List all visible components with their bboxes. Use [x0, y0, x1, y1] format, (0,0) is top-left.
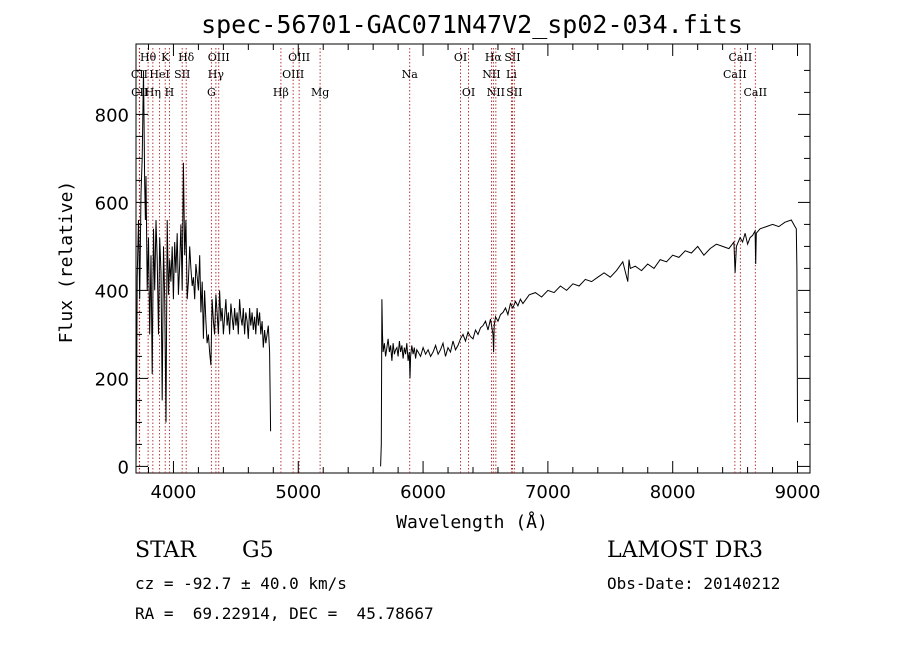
x-tick-label: 4000 [151, 482, 197, 503]
spectral-line-label: Hθ [140, 51, 157, 64]
spectral-line-label: OIII [288, 51, 310, 64]
spectral-line-label: HeI [149, 68, 169, 81]
y-tick-label: 0 [118, 457, 129, 478]
spectral-line-label: Hβ [273, 86, 289, 99]
spectral-line-label: NII [487, 86, 505, 99]
flux-series-line [135, 70, 798, 467]
spectral-line-label: Hγ [208, 68, 225, 81]
spectral-line-label: OIII [282, 68, 304, 81]
spectral-line-label: CaII [743, 86, 767, 99]
spectral-line-label: OI [454, 51, 467, 64]
x-tick-label: 5000 [275, 482, 321, 503]
redshift-velocity: cz = -92.7 ± 40.0 km/s [135, 574, 347, 593]
spectral-line-label: CaII [729, 51, 753, 64]
y-axis-label: Flux (relative) [56, 181, 77, 344]
spectral-line-label: Na [402, 68, 419, 81]
observation-date: Obs-Date: 20140212 [607, 574, 781, 593]
spectral-line-label: G [207, 86, 216, 99]
spectral-line-label: OIII [208, 51, 230, 64]
spectral-line-label: SII [504, 51, 520, 64]
chart-title: spec-56701-GAC071N47V2_sp02-034.fits [201, 10, 743, 39]
spectral-line-label: Hα [485, 51, 503, 64]
spectral-line-label: K [161, 51, 170, 64]
x-tick-label: 8000 [650, 482, 696, 503]
spectral-line-label: Hδ [178, 51, 195, 64]
spectral-line-label: Li [506, 68, 517, 81]
spectral-line-label: Hη [145, 86, 161, 99]
spectral-line-label: H [165, 86, 175, 99]
x-axis-label: Wavelength (Å) [396, 511, 548, 533]
x-tick-label: 6000 [400, 482, 446, 503]
spectral-line-label: SII [174, 68, 190, 81]
sky-coordinates: RA = 69.22914, DEC = 45.78667 [135, 604, 434, 623]
spectral-line-label: CaII [723, 68, 747, 81]
y-tick-label: 800 [95, 105, 129, 126]
y-tick-label: 400 [95, 281, 129, 302]
axes: 4000 5000 6000 7000 8000 9000 0 200 400 600 800 [95, 44, 821, 503]
spectral-line-label: OI [462, 86, 475, 99]
x-tick-label: 7000 [525, 482, 571, 503]
x-tick-label: 9000 [775, 482, 821, 503]
y-tick-label: 200 [95, 369, 129, 390]
spectral-line-label: NII [482, 68, 500, 81]
object-class: STAR [135, 538, 196, 563]
spectral-line-label: Mg [311, 86, 329, 99]
survey-label: LAMOST DR3 [607, 538, 763, 563]
object-subclass: G5 [242, 538, 274, 563]
y-tick-label: 600 [95, 193, 129, 214]
plot-frame [135, 43, 811, 474]
spectral-line-label: SII [506, 86, 522, 99]
